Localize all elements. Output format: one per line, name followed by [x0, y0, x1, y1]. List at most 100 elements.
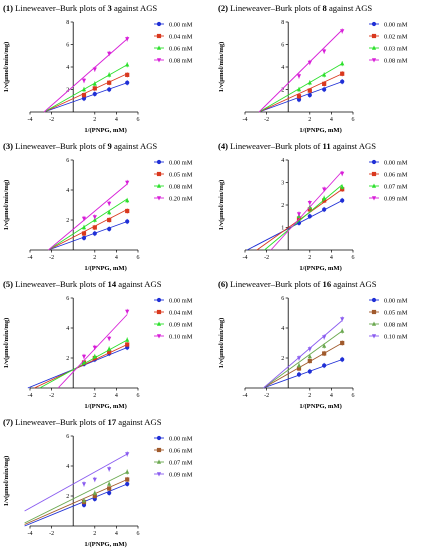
x-tick-label: -2: [49, 393, 54, 399]
data-point: [107, 201, 112, 206]
y-axis-label: 1/v(μmol/min/mg): [3, 42, 10, 93]
data-point: [125, 198, 130, 203]
data-point: [107, 486, 112, 491]
legend-label: 0.10 mM: [169, 333, 193, 340]
panel-title-text: Lineweaver–Burk plots of: [228, 279, 323, 289]
panel-title: (3) Lineweaver–Burk plots of 9 against A…: [3, 141, 157, 151]
x-axis-label: 1/(PNPG, mM): [84, 127, 126, 134]
data-point: [92, 477, 97, 482]
legend-marker: [156, 58, 162, 63]
y-tick-label: 2: [281, 356, 284, 362]
series-3: [24, 469, 130, 524]
legend-marker: [371, 334, 377, 339]
series-2: [48, 208, 130, 251]
panel-compound: 14: [108, 279, 117, 289]
legend-label: 0.05 mM: [384, 309, 408, 316]
data-point: [296, 372, 302, 377]
data-point: [92, 345, 97, 350]
data-point: [92, 354, 97, 359]
data-point: [340, 171, 345, 176]
data-point: [107, 490, 112, 496]
x-axis-label: 1/(PNPG, mM): [299, 127, 341, 134]
x-tick-label: -4: [243, 393, 248, 399]
legend-marker: [156, 472, 162, 477]
data-point: [340, 198, 345, 203]
x-tick-label: 4: [330, 393, 333, 399]
x-tick-label: 2: [93, 531, 96, 537]
data-point: [322, 207, 327, 212]
data-point: [107, 80, 112, 85]
y-axis-label: 1/v(μmol/min/mg): [3, 180, 10, 231]
legend-label: 0.20 mM: [169, 195, 193, 202]
data-point: [307, 354, 312, 359]
series-3: [264, 184, 345, 251]
fit-line: [263, 342, 343, 389]
x-tick-label: 2: [308, 393, 311, 399]
panel-number: (4): [218, 141, 228, 151]
legend-label: 0.06 mM: [384, 171, 408, 178]
data-point: [307, 93, 312, 98]
legend-label: 0.09 mM: [384, 195, 408, 202]
x-tick-label: 6: [352, 255, 355, 261]
fit-line: [258, 63, 343, 113]
data-point: [307, 347, 312, 352]
data-point: [340, 317, 345, 322]
data-point: [307, 214, 312, 219]
panel-title-text: Lineweaver–Burk plots of: [228, 3, 323, 13]
data-point: [125, 62, 130, 67]
data-point: [296, 366, 302, 371]
x-tick-label: 4: [115, 255, 118, 261]
legend-label: 0.00 mM: [169, 435, 193, 442]
data-point: [92, 67, 97, 72]
legend-label: 0.00 mM: [384, 21, 408, 28]
y-tick-label: 2: [66, 218, 69, 224]
data-point: [107, 51, 112, 56]
series-2: [258, 71, 345, 113]
series-1: [24, 481, 130, 527]
fit-line: [43, 64, 128, 113]
data-point: [307, 80, 312, 85]
x-tick-label: 4: [115, 393, 118, 399]
y-axis-label: 1/v(μmol/min/mg): [218, 318, 225, 369]
data-point: [92, 81, 97, 86]
x-tick-label: 6: [352, 117, 355, 123]
legend-label: 0.06 mM: [169, 45, 193, 52]
panel-title: (7) Lineweaver–Burk plots of 17 against …: [3, 417, 162, 427]
x-tick-label: -4: [28, 255, 33, 261]
chart-panel-6: (6) Lineweaver–Burk plots of 16 against …: [218, 279, 408, 410]
legend-label: 0.02 mM: [384, 33, 408, 40]
y-tick-label: 4: [66, 326, 69, 332]
data-point: [92, 217, 97, 222]
y-tick-label: 1: [281, 226, 284, 232]
data-point: [125, 337, 130, 342]
data-point: [92, 490, 97, 495]
data-point: [340, 61, 345, 66]
x-tick-label: 4: [330, 117, 333, 123]
x-tick-label: 6: [137, 531, 140, 537]
panel-title-text: Lineweaver–Burk plots of: [13, 141, 108, 151]
series-2: [256, 186, 345, 251]
data-point: [81, 78, 87, 83]
legend-label: 0.03 mM: [384, 45, 408, 52]
y-tick-label: 6: [281, 43, 284, 49]
x-tick-label: -4: [28, 117, 33, 123]
series-3: [263, 328, 345, 389]
data-point: [81, 216, 87, 221]
legend-label: 0.08 mM: [384, 321, 408, 328]
x-axis-label: 1/(PNPG, mM): [84, 265, 126, 272]
fit-line: [48, 221, 128, 251]
legend-label: 0.07 mM: [384, 183, 408, 190]
x-tick-label: 6: [137, 255, 140, 261]
series-3: [48, 197, 130, 251]
fit-line: [258, 73, 343, 113]
series-4: [258, 28, 345, 113]
legend-label: 0.08 mM: [384, 57, 408, 64]
panel-title-text: Lineweaver–Burk plots of: [13, 279, 108, 289]
data-point: [107, 87, 112, 92]
legend-marker: [371, 171, 377, 177]
fit-line: [24, 471, 128, 524]
panel-compound: 3: [108, 3, 112, 13]
data-point: [107, 72, 112, 77]
data-point: [81, 354, 87, 359]
legend-marker: [371, 21, 377, 27]
